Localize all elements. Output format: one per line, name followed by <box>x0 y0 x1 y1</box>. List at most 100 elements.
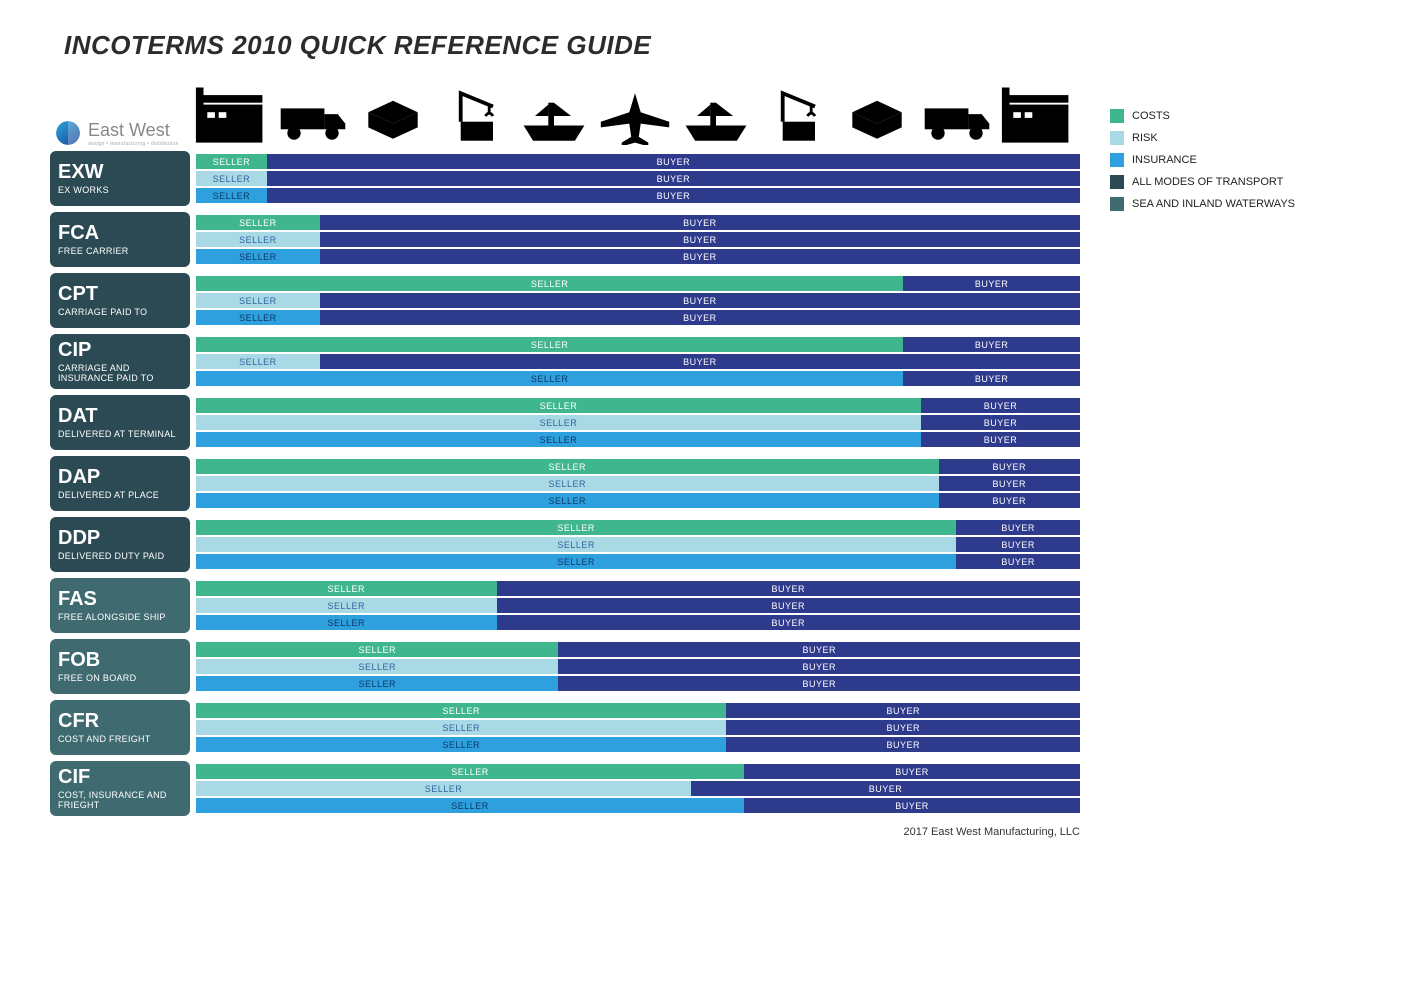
term-name: FREE ON BOARD <box>58 673 182 683</box>
bar-seller-segment: SELLER <box>196 554 956 569</box>
warehouse-icon <box>194 87 270 145</box>
term-name: DELIVERED AT PLACE <box>58 490 182 500</box>
bar-insurance: SELLERBUYER <box>196 798 1080 813</box>
term-bars: SELLERBUYERSELLERBUYERSELLERBUYER <box>190 395 1080 450</box>
bar-seller-segment: SELLER <box>196 459 939 474</box>
bar-seller-segment: SELLER <box>196 398 921 413</box>
term-label: DAP DELIVERED AT PLACE <box>50 456 190 511</box>
bar-seller-segment: SELLER <box>196 432 921 447</box>
bar-seller-segment: SELLER <box>196 188 267 203</box>
term-bars: SELLERBUYERSELLERBUYERSELLERBUYER <box>190 212 1080 267</box>
legend-label: INSURANCE <box>1132 154 1197 166</box>
term-code: CIF <box>58 767 182 787</box>
bar-buyer-segment: BUYER <box>497 598 1080 613</box>
term-row-fob: FOBFREE ON BOARDSELLERBUYERSELLERBUYERSE… <box>50 639 1080 694</box>
bar-insurance: SELLERBUYER <box>196 554 1080 569</box>
bar-seller-segment: SELLER <box>196 781 691 796</box>
legend-swatch <box>1110 153 1124 167</box>
term-code: CPT <box>58 284 182 304</box>
bar-seller-segment: SELLER <box>196 171 267 186</box>
bar-buyer-segment: BUYER <box>691 781 1080 796</box>
term-name: FREE CARRIER <box>58 246 182 256</box>
page-title: INCOTERMS 2010 QUICK REFERENCE GUIDE <box>64 30 1355 61</box>
legend-swatch <box>1110 197 1124 211</box>
bar-costs: SELLERBUYER <box>196 337 1080 352</box>
bar-seller-segment: SELLER <box>196 615 497 630</box>
bar-seller-segment: SELLER <box>196 215 320 230</box>
bar-risk: SELLERBUYER <box>196 659 1080 674</box>
term-label: CPT CARRIAGE PAID TO <box>50 273 190 328</box>
term-code: CFR <box>58 711 182 731</box>
legend-swatch <box>1110 109 1124 123</box>
bar-seller-segment: SELLER <box>196 232 320 247</box>
term-bars: SELLERBUYERSELLERBUYERSELLERBUYER <box>190 334 1080 389</box>
bar-costs: SELLERBUYER <box>196 276 1080 291</box>
term-label: FCAFREE CARRIER <box>50 212 190 267</box>
term-row-exw: EXWEX WORKSSELLERBUYERSELLERBUYERSELLERB… <box>50 151 1080 206</box>
term-bars: SELLERBUYERSELLERBUYERSELLERBUYER <box>190 517 1080 572</box>
bar-buyer-segment: BUYER <box>903 276 1080 291</box>
bar-seller-segment: SELLER <box>196 720 726 735</box>
term-label: FOBFREE ON BOARD <box>50 639 190 694</box>
header-row: East West design • manufacturing • distr… <box>50 69 1355 147</box>
bar-buyer-segment: BUYER <box>956 520 1080 535</box>
transport-icons-strip <box>190 87 1080 147</box>
bar-risk: SELLERBUYER <box>196 476 1080 491</box>
legend-label: COSTS <box>1132 110 1170 122</box>
term-row-cip: CIPCARRIAGE AND INSURANCE PAID TOSELLERB… <box>50 334 1080 389</box>
term-row-cif: CIFCOST, INSURANCE AND FRIEGHTSELLERBUYE… <box>50 761 1080 816</box>
brand-logo: East West design • manufacturing • distr… <box>50 119 190 147</box>
bar-buyer-segment: BUYER <box>956 554 1080 569</box>
term-row-cfr: CFRCOST AND FREIGHTSELLERBUYERSELLERBUYE… <box>50 700 1080 755</box>
legend-item: SEA AND INLAND WATERWAYS <box>1110 197 1355 211</box>
bar-risk: SELLERBUYER <box>196 598 1080 613</box>
bar-buyer-segment: BUYER <box>320 310 1080 325</box>
bar-buyer-segment: BUYER <box>320 249 1080 264</box>
legend-swatch <box>1110 131 1124 145</box>
bar-risk: SELLERBUYER <box>196 293 1080 308</box>
term-row-ddp: DDPDELIVERED DUTY PAIDSELLERBUYERSELLERB… <box>50 517 1080 572</box>
ship-icon <box>516 87 592 145</box>
bar-seller-segment: SELLER <box>196 476 939 491</box>
bar-buyer-segment: BUYER <box>558 659 1080 674</box>
term-row-fca: FCAFREE CARRIERSELLERBUYERSELLERBUYERSEL… <box>50 212 1080 267</box>
term-label: DDPDELIVERED DUTY PAID <box>50 517 190 572</box>
bar-buyer-segment: BUYER <box>726 720 1080 735</box>
bar-risk: SELLERBUYER <box>196 781 1080 796</box>
bar-seller-segment: SELLER <box>196 249 320 264</box>
term-label: DATDELIVERED AT TERMINAL <box>50 395 190 450</box>
bar-buyer-segment: BUYER <box>320 293 1080 308</box>
bar-insurance: SELLERBUYER <box>196 371 1080 386</box>
bar-seller-segment: SELLER <box>196 310 320 325</box>
bar-insurance: SELLERBUYER <box>196 310 1080 325</box>
bar-risk: SELLERBUYER <box>196 232 1080 247</box>
legend-item: ALL MODES OF TRANSPORT <box>1110 175 1355 189</box>
term-row-fas: FASFREE ALONGSIDE SHIPSELLERBUYERSELLERB… <box>50 578 1080 633</box>
term-bars: SELLERBUYERSELLERBUYERSELLERBUYER <box>190 151 1080 206</box>
bar-seller-segment: SELLER <box>196 520 956 535</box>
bar-seller-segment: SELLER <box>196 659 558 674</box>
bar-buyer-segment: BUYER <box>903 371 1080 386</box>
bar-seller-segment: SELLER <box>196 764 744 779</box>
bar-seller-segment: SELLER <box>196 798 744 813</box>
bar-buyer-segment: BUYER <box>320 354 1080 369</box>
term-name: COST AND FREIGHT <box>58 734 182 744</box>
package-icon <box>355 87 431 145</box>
bar-costs: SELLERBUYER <box>196 703 1080 718</box>
term-code: DAT <box>58 406 182 426</box>
term-code: DAP <box>58 467 182 487</box>
bar-buyer-segment: BUYER <box>726 703 1080 718</box>
crane-icon <box>758 87 834 145</box>
bar-buyer-segment: BUYER <box>939 476 1080 491</box>
term-bars: SELLERBUYERSELLERBUYERSELLERBUYER <box>190 456 1080 511</box>
term-row-cpt: CPTCARRIAGE PAID TOSELLERBUYERSELLERBUYE… <box>50 273 1080 328</box>
globe-icon <box>54 119 82 147</box>
bar-seller-segment: SELLER <box>196 276 903 291</box>
bar-seller-segment: SELLER <box>196 154 267 169</box>
bar-seller-segment: SELLER <box>196 354 320 369</box>
bar-risk: SELLERBUYER <box>196 354 1080 369</box>
term-name: CARRIAGE PAID TO <box>58 307 182 317</box>
bar-buyer-segment: BUYER <box>956 537 1080 552</box>
ship-icon <box>678 87 754 145</box>
bar-insurance: SELLERBUYER <box>196 493 1080 508</box>
